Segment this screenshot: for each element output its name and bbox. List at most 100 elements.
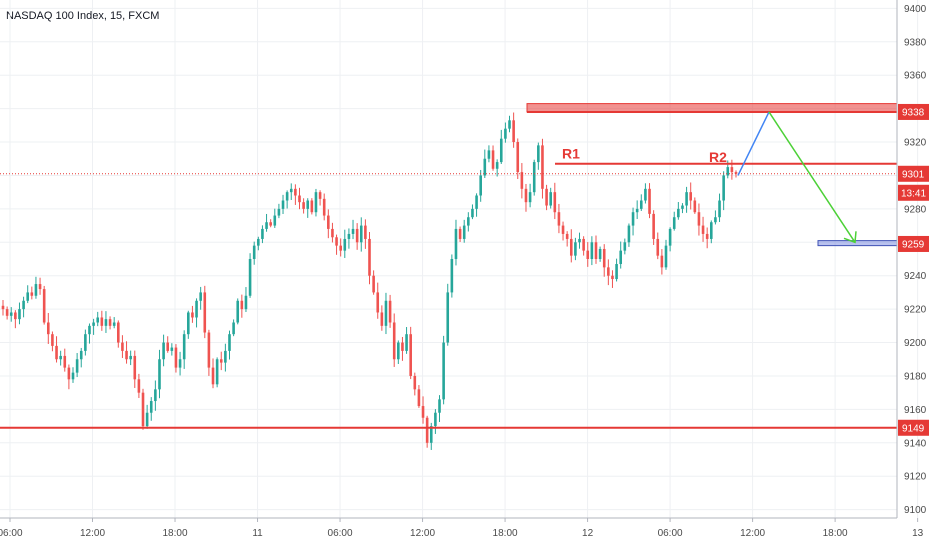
candle-body [22,300,25,310]
candle-body [149,401,153,413]
candle-body [380,312,384,326]
candle-body [92,322,95,326]
candle-body [158,359,161,390]
candle-body [1,305,5,310]
candle-body [42,289,46,323]
candle-body [137,379,141,393]
x-tick-label: 06:00 [0,528,23,539]
candle-body [450,259,454,293]
candle-body [520,172,524,189]
candle-body [59,355,62,360]
candle-body [281,200,285,209]
projection-up [737,111,770,176]
candle-body [112,322,116,326]
candle-body [438,399,441,413]
candle-body [668,228,672,246]
candle-body [644,188,647,201]
candle-body [619,250,622,265]
candle-body [508,120,511,129]
candle-body [504,128,507,139]
candle-body [14,312,17,320]
x-tick-label: 18:00 [493,528,518,539]
candle-body [607,267,610,276]
x-tick-label: 18:00 [823,528,848,539]
axes: 9100912091409160918092009220924092609280… [0,0,929,539]
candle-body [199,292,202,301]
candle-body [495,162,499,169]
candle-body [709,222,713,239]
price-tag-bg [898,103,929,120]
resistance-zone [526,103,898,113]
candle-body [141,392,145,427]
candle-body [187,312,190,335]
candle-body [475,195,478,209]
candle-body [170,347,174,351]
candle-body [182,334,186,360]
candle-body [100,317,104,326]
candle-body [681,205,684,209]
candle-body [635,208,639,213]
candle-body [162,342,165,360]
candle-body [18,309,21,320]
candle-body [294,188,297,196]
candle-body [117,322,120,343]
candle-body [652,213,655,239]
candle-body [154,389,157,402]
candle-body [434,412,437,427]
candle-body [689,192,693,201]
price-tag: 9149 [902,423,925,434]
candle-body [639,200,643,209]
candle-body [75,359,79,373]
price-tag-bg [898,235,929,252]
candle-body [602,248,606,268]
candle-body [63,355,67,368]
candle-body [178,359,182,368]
candle-body [413,375,417,390]
candle-body [417,389,421,407]
candle-body [195,300,198,318]
candle-body [722,175,725,201]
target-zone [817,240,898,247]
candle-body [648,188,651,214]
candle-body [483,158,487,176]
x-tick-label: 11 [252,528,263,539]
candle-body [532,162,536,193]
y-tick-label: 9240 [904,271,927,282]
y-tick-label: 9160 [904,405,927,416]
grid [0,0,919,518]
candle-body [46,322,50,335]
projection-paths [737,111,857,244]
candle-body [79,350,83,360]
candle-body [38,284,42,290]
candle-body [34,284,38,296]
candle-body [660,255,664,268]
candle-body [240,300,244,310]
y-tick-label: 9200 [904,338,927,349]
candle-body [491,150,495,169]
candle-body [677,208,680,218]
candle-body [343,238,347,251]
candle-body [569,238,573,256]
candle-body [557,212,561,226]
candle-body [685,192,688,206]
candle-body [322,198,326,216]
candle-body [104,319,108,326]
x-tick-label: 12:00 [740,528,765,539]
candle-body [273,215,277,226]
candle-body [553,192,557,213]
candle-body [228,334,231,351]
candle-body [310,200,314,213]
candle-body [96,317,100,323]
candle-body [236,300,240,323]
candle-body [590,242,594,259]
countdown-bg [898,184,929,201]
candle-body [541,145,544,189]
x-tick-label: 06:00 [328,528,353,539]
candle-body [561,225,565,234]
candle-body [252,245,256,259]
candle-body [458,228,462,239]
candle-body [697,212,701,226]
y-tick-label: 9280 [904,204,927,215]
candle-body [55,345,58,360]
